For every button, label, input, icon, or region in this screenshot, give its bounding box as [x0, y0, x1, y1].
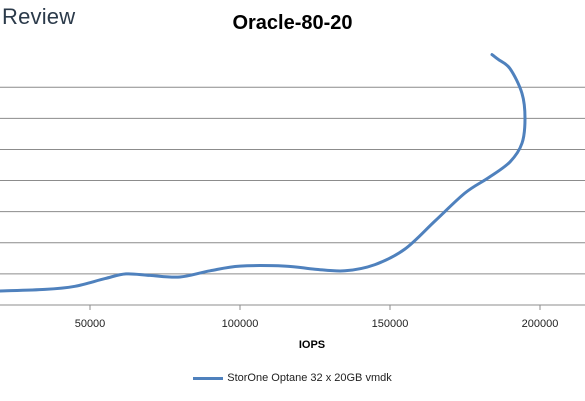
- legend-label: StorOne Optane 32 x 20GB vmdk: [227, 372, 392, 384]
- x-axis-label: IOPS: [299, 339, 325, 351]
- x-tick-label: 200000: [522, 318, 559, 330]
- x-tick-label: 50000: [75, 318, 106, 330]
- x-axis: 50000 100000 150000 200000: [0, 304, 585, 330]
- x-tick-label: 150000: [372, 318, 409, 330]
- brand-logo: Review: [2, 4, 76, 29]
- series-lines: [0, 53, 527, 293]
- legend: StorOne Optane 32 x 20GB vmdk: [0, 372, 585, 384]
- chart-title: Oracle-80-20: [232, 12, 353, 34]
- x-tick-label: 100000: [222, 318, 259, 330]
- grid-lines: [0, 86, 585, 275]
- series-line-1: [0, 53, 527, 293]
- legend-swatch: [193, 376, 224, 380]
